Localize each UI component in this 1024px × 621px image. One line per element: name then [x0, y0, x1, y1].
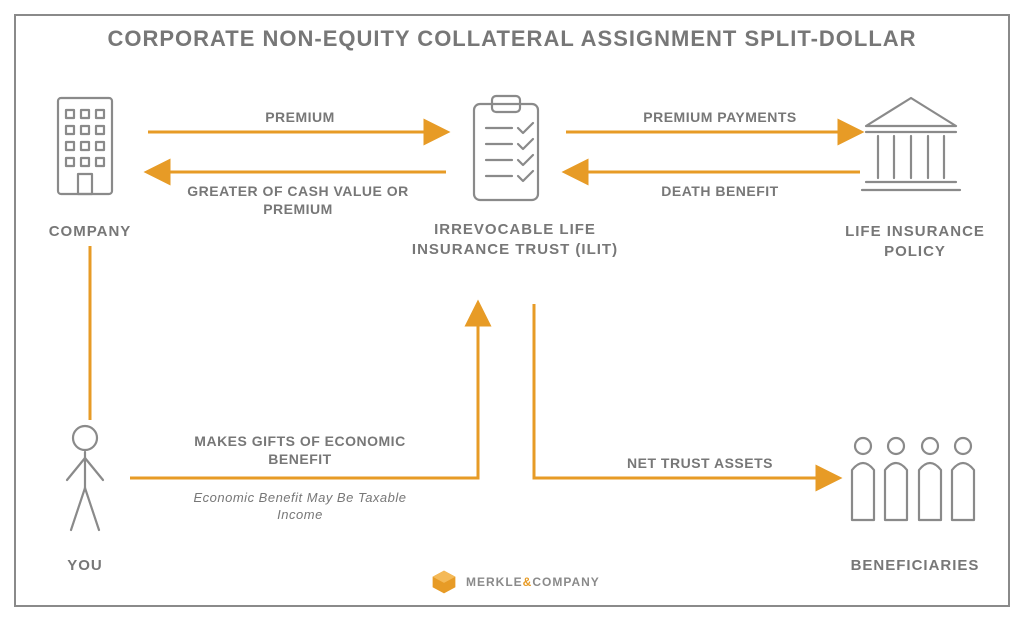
edge-label-premium: PREMIUM [200, 108, 400, 126]
diagram-title: CORPORATE NON-EQUITY COLLATERAL ASSIGNME… [0, 26, 1024, 52]
edge-label-death-benefit: DEATH BENEFIT [630, 182, 810, 200]
brand-logo-icon [430, 568, 458, 596]
edge-label-gifts: MAKES GIFTS OF ECONOMIC BENEFIT [185, 432, 415, 468]
label-ilit: IRREVOCABLE LIFE INSURANCE TRUST (ILIT) [400, 220, 630, 261]
clipboard-icon [456, 90, 556, 210]
label-beneficiaries: BENEFICIARIES [840, 556, 990, 576]
edge-label-cash-value: GREATER OF CASH VALUE OR PREMIUM [178, 182, 418, 218]
brand-amp: & [523, 575, 533, 589]
edge-note-gifts: Economic Benefit May Be Taxable Income [185, 490, 415, 524]
bank-icon [856, 92, 966, 202]
brand-text-left: MERKLE [466, 575, 523, 589]
label-you: YOU [55, 556, 115, 576]
edge-label-net-trust: NET TRUST ASSETS [590, 454, 810, 472]
brand-text-right: COMPANY [532, 575, 599, 589]
label-policy: LIFE INSURANCE POLICY [830, 222, 1000, 263]
person-icon [50, 420, 120, 550]
building-icon [50, 90, 120, 200]
edge-label-premium-pay: PREMIUM PAYMENTS [610, 108, 830, 126]
label-company: COMPANY [35, 222, 145, 242]
people-icon [838, 430, 988, 540]
brand: MERKLE&COMPANY [430, 568, 600, 596]
